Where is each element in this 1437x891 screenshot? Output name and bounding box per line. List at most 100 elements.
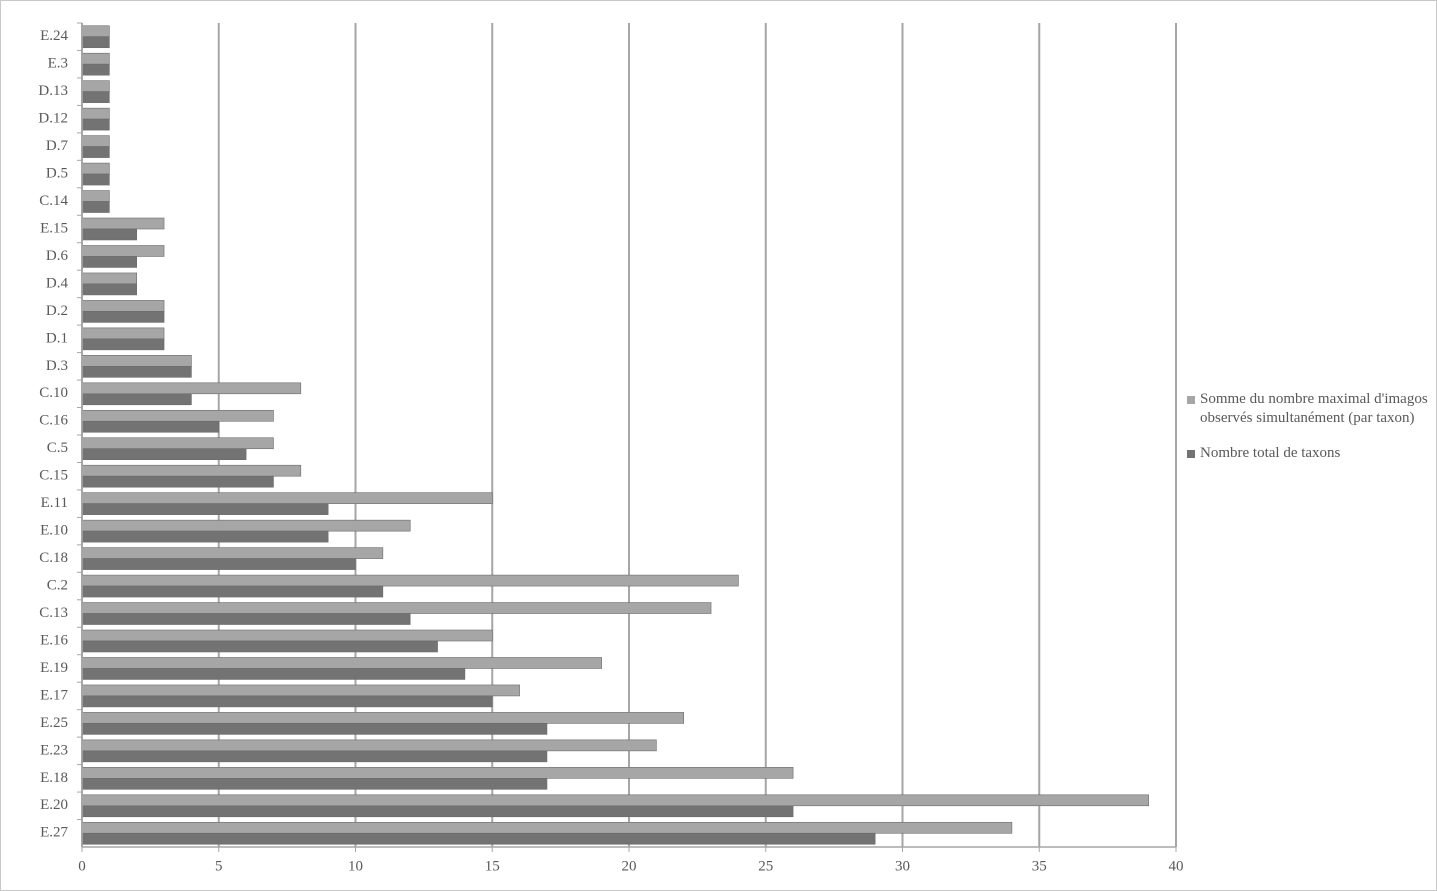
x-tick-label: 25 <box>758 858 773 874</box>
bar <box>81 256 138 268</box>
bar <box>81 300 165 312</box>
x-tick-label: 0 <box>78 858 86 874</box>
y-tick-label: E.16 <box>40 632 68 648</box>
y-tick-label: E.25 <box>40 715 68 731</box>
y-tick-label: D.6 <box>46 248 69 264</box>
x-tick-label: 40 <box>1169 858 1184 874</box>
bar <box>81 173 110 186</box>
bar <box>81 547 384 559</box>
bar <box>81 767 794 779</box>
y-tick-label: C.5 <box>47 440 68 456</box>
bar <box>81 602 712 614</box>
y-tick-label: E.3 <box>48 56 68 72</box>
bar <box>81 448 247 461</box>
bar <box>81 695 493 708</box>
bar <box>81 613 411 625</box>
bar <box>81 657 602 669</box>
y-tick-label: E.18 <box>40 770 68 786</box>
bar <box>81 327 165 340</box>
bar <box>81 201 110 213</box>
bar <box>81 832 876 845</box>
bar <box>81 475 274 488</box>
x-tick-label: 5 <box>215 858 223 874</box>
y-tick-label: E.23 <box>40 742 68 758</box>
bar <box>81 739 657 752</box>
bar <box>81 52 110 65</box>
bar <box>81 393 192 406</box>
bar <box>81 91 110 103</box>
y-tick-label: C.15 <box>39 468 68 484</box>
bar <box>81 135 110 147</box>
x-tick-label: 15 <box>485 858 500 874</box>
bar <box>81 355 192 367</box>
bar <box>81 640 438 653</box>
bar <box>81 25 110 38</box>
y-tick-label: E.10 <box>40 523 68 539</box>
y-tick-label: C.13 <box>39 605 68 621</box>
legend-item: Nombre total de taxons <box>1185 444 1435 463</box>
bar <box>81 146 110 158</box>
bar <box>81 574 739 587</box>
y-tick-label: E.27 <box>40 825 68 841</box>
bar <box>81 311 165 323</box>
bar <box>81 366 192 378</box>
legend: Somme du nombre maximal d'imagos observé… <box>1185 390 1435 479</box>
legend-swatch <box>1187 396 1195 404</box>
y-tick-label: E.15 <box>40 220 68 236</box>
y-tick-label: E.24 <box>40 28 68 44</box>
bar <box>81 492 493 504</box>
bar <box>81 821 1013 834</box>
y-tick-label: D.1 <box>46 330 68 346</box>
bar <box>81 107 110 120</box>
y-tick-label: E.11 <box>41 495 68 511</box>
y-tick-label: C.18 <box>39 550 68 566</box>
bar <box>81 118 110 131</box>
y-tick-label: C.14 <box>39 193 68 209</box>
legend-swatch <box>1187 450 1195 458</box>
y-tick-label: C.10 <box>39 385 68 401</box>
y-tick-label: D.12 <box>38 111 68 127</box>
y-tick-label: E.19 <box>40 660 68 676</box>
bar <box>81 338 165 351</box>
bar <box>81 63 110 76</box>
bar <box>81 80 110 92</box>
bar <box>81 36 110 49</box>
x-tick-label: 20 <box>622 858 637 874</box>
bar <box>81 409 274 422</box>
legend-label: Nombre total de taxons <box>1200 445 1341 461</box>
bar <box>81 794 1149 807</box>
y-tick-label: D.5 <box>46 166 68 182</box>
bar <box>81 228 138 241</box>
y-tick-label: C.16 <box>39 413 68 429</box>
y-tick-label: D.3 <box>46 358 68 374</box>
y-tick-label: E.17 <box>40 687 68 703</box>
y-tick-label: C.2 <box>47 578 68 594</box>
bar <box>81 162 110 175</box>
bar <box>81 723 548 735</box>
bar <box>81 530 329 543</box>
legend-item: Somme du nombre maximal d'imagos observé… <box>1185 390 1435 428</box>
bar <box>81 750 548 763</box>
y-tick-label: D.7 <box>46 138 69 154</box>
bar <box>81 382 302 395</box>
bar <box>81 629 493 642</box>
bar <box>81 558 356 570</box>
y-tick-label: D.13 <box>38 83 68 99</box>
legend-label: Somme du nombre maximal d'imagos observé… <box>1200 391 1428 426</box>
x-tick-label: 35 <box>1032 858 1047 874</box>
bar <box>81 805 794 818</box>
y-tick-label: D.2 <box>46 303 68 319</box>
bar <box>81 778 548 790</box>
bar <box>81 668 466 680</box>
x-tick-label: 10 <box>348 858 363 874</box>
bar <box>81 503 329 515</box>
bar <box>81 464 302 477</box>
bar <box>81 519 411 532</box>
bar <box>81 437 274 450</box>
bar <box>81 585 384 598</box>
bar <box>81 684 520 697</box>
bar <box>81 420 220 433</box>
bar <box>81 712 685 724</box>
